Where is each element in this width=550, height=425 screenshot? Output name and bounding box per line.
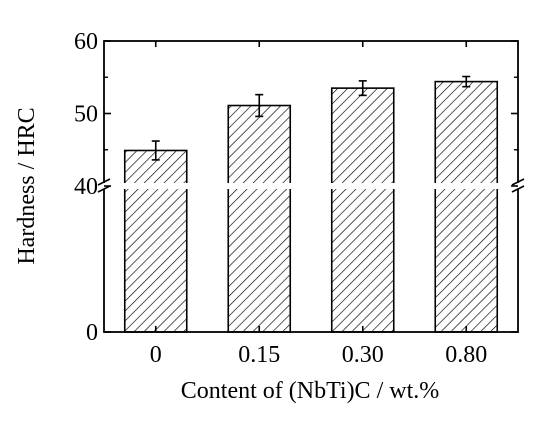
bar — [227, 104, 292, 333]
x-tick-label: 0.80 — [445, 342, 487, 368]
axis-break-right-slash-1 — [511, 178, 525, 186]
y-tick-label: 50 — [74, 102, 98, 128]
bar — [330, 87, 395, 333]
axis-break-left-slash-2 — [97, 185, 111, 193]
y-tick-label: 40 — [74, 174, 98, 200]
bar — [434, 80, 499, 333]
x-tick-label: 0.30 — [342, 342, 384, 368]
axis-break-gap — [102, 183, 520, 189]
x-tick-label: 0.15 — [238, 342, 280, 368]
bar — [123, 149, 188, 333]
y-tick-label: 0 — [86, 320, 98, 346]
x-tick-label: 0 — [150, 342, 162, 368]
y-tick-label: 60 — [74, 29, 98, 55]
axis-break-left-slash-1 — [97, 178, 111, 186]
y-axis-title: Hardness / HRC — [14, 107, 40, 264]
axis-break-right-slash-2 — [511, 185, 525, 193]
x-axis-title: Content of (NbTi)C / wt.% — [181, 378, 439, 404]
